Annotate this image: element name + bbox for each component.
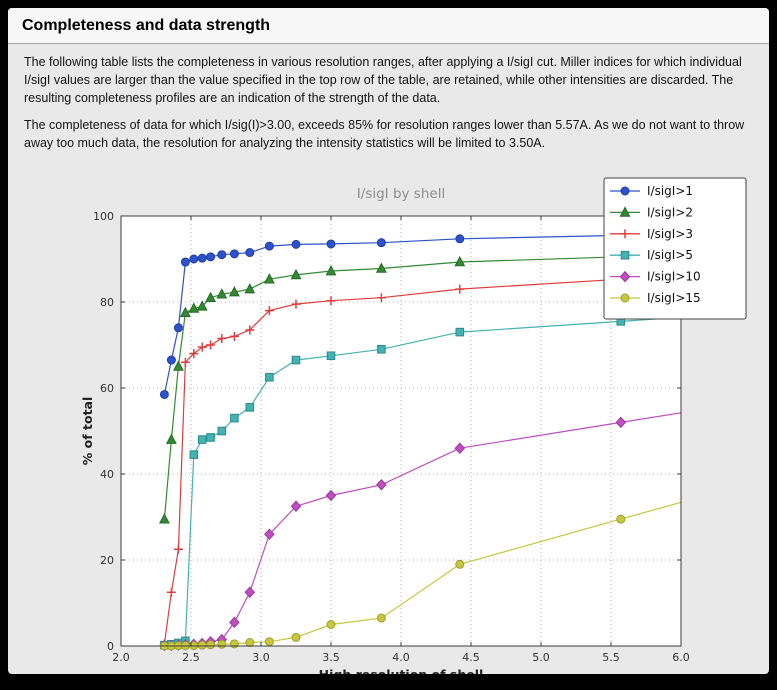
legend-label: I/sigI>2 (647, 205, 693, 219)
description-paragraph-1: The following table lists the completene… (24, 55, 742, 105)
x-tick-label: 4.0 (392, 651, 410, 664)
grid-lines (121, 216, 681, 646)
legend-label: I/sigI>15 (647, 291, 701, 305)
y-tick-label: 0 (107, 640, 114, 653)
description-paragraph-2: The completeness of data for which I/sig… (24, 118, 745, 150)
legend-label: I/sigI>5 (647, 248, 693, 262)
legend-box (603, 177, 747, 320)
x-tick-label: 5.0 (532, 651, 550, 664)
chart-root: 2.0 2.5 3.0 3.5 4.0 4.5 5.0 5.5 6.0 0 20 40 60 80 100 I… (80, 177, 747, 674)
y-axis-label: % of total (80, 397, 95, 466)
legend: I/sigI>1 I/sigI>2 I/sigI>3 I/sigI>5 I/sigI>1… (603, 177, 747, 320)
x-tick-label: 3.5 (322, 651, 340, 664)
series-markers-i-sigi-15 (159, 514, 626, 651)
legend-entry-i-sigi-1: I/sigI>1 (610, 184, 693, 198)
page-title: Completeness and data strength (22, 17, 271, 34)
legend-entry-i-sigi-3: I/sigI>3 (610, 227, 693, 241)
x-tick-labels: 2.0 2.5 3.0 3.5 4.0 4.5 5.0 5.5 6.0 (112, 651, 690, 664)
legend-label: I/sigI>10 (647, 270, 701, 284)
y-tick-labels: 0 20 40 60 80 100 (93, 210, 114, 653)
series-i-sigi-2 (158, 250, 682, 524)
series-markers-i-sigi-2 (158, 250, 627, 524)
y-tick-label: 60 (100, 382, 114, 395)
completeness-chart: 2.0 2.5 3.0 3.5 4.0 4.5 5.0 5.5 6.0 0 20 40 60 80 100 I… (80, 177, 747, 674)
plot-area (121, 216, 681, 646)
legend-entry-i-sigi-15: I/sigI>15 (610, 291, 701, 305)
legend-entry-i-sigi-5: I/sigI>5 (610, 248, 693, 262)
y-tick-label: 80 (100, 296, 114, 309)
chart-title: I/sigI by shell (357, 186, 445, 202)
y-tick-label: 100 (93, 210, 114, 223)
x-tick-label: 2.0 (112, 651, 130, 664)
legend-label: I/sigI>1 (647, 184, 693, 198)
legend-entry-i-sigi-10: I/sigI>10 (610, 270, 701, 284)
x-tick-label: 5.5 (602, 651, 620, 664)
y-tick-label: 40 (100, 468, 114, 481)
legend-label: I/sigI>3 (647, 227, 693, 241)
y-tick-label: 20 (100, 554, 114, 567)
report-panel: Completeness and data strength The follo… (8, 8, 769, 674)
x-tick-label: 2.5 (182, 651, 200, 664)
x-tick-label: 6.0 (672, 651, 690, 664)
report-header: Completeness and data strength (8, 8, 769, 44)
legend-entry-i-sigi-2: I/sigI>2 (610, 205, 693, 219)
x-tick-label: 4.5 (462, 651, 480, 664)
x-axis-label: High resolution of shell (319, 667, 484, 674)
x-tick-label: 3.0 (252, 651, 270, 664)
